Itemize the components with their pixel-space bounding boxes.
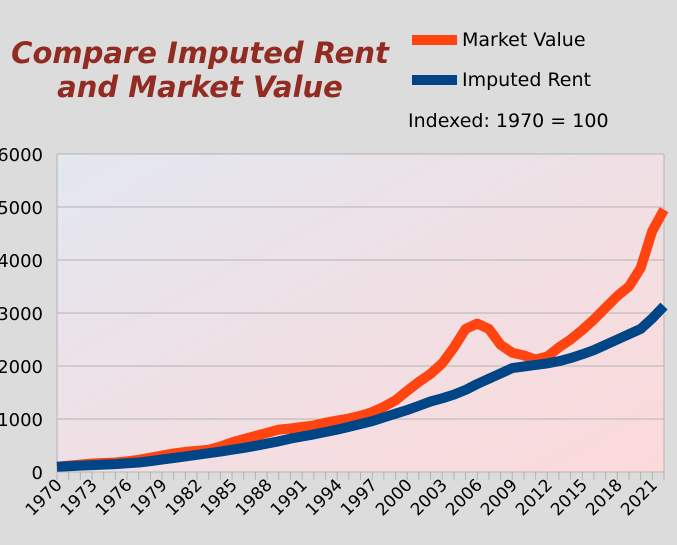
x-tick-label: 1991 (267, 475, 312, 520)
y-tick-label: 6000 (0, 145, 43, 166)
chart-title-line-2: and Market Value (57, 70, 343, 104)
y-tick-label: 5000 (0, 198, 43, 219)
x-tick-label: 2006 (442, 475, 487, 520)
x-tick-label: 2015 (547, 475, 592, 520)
chart-subtitle: Indexed: 1970 = 100 (408, 110, 609, 132)
series-line-imputed-rent (56, 302, 668, 472)
legend-label: Imputed Rent (462, 69, 591, 91)
x-tick-label: 1979 (127, 475, 172, 520)
x-tick-label: 1994 (302, 475, 347, 520)
x-tick-label: 2021 (617, 475, 662, 520)
x-tick-label: 2003 (407, 475, 452, 520)
y-tick-label: 3000 (0, 304, 43, 325)
y-tick-label: 4000 (0, 251, 43, 272)
legend-item-market-value: Market Value (412, 29, 586, 51)
y-tick-label: 2000 (0, 357, 43, 378)
chart-title-line-1: Compare Imputed Rent (11, 36, 389, 70)
x-tick-label: 2000 (372, 475, 417, 520)
x-tick-label: 1985 (197, 475, 242, 520)
x-tick-label: 1997 (337, 475, 382, 520)
x-tick-label: 2012 (512, 475, 557, 520)
legend-swatch (412, 35, 457, 45)
legend-label: Market Value (462, 29, 586, 51)
x-tick-label: 1970 (22, 475, 67, 520)
x-tick-label: 1973 (57, 475, 102, 520)
x-tick-label: 2009 (477, 475, 522, 520)
x-tick-label: 1982 (162, 475, 207, 520)
legend-swatch (412, 75, 457, 85)
legend-item-imputed-rent: Imputed Rent (412, 69, 591, 91)
y-tick-label: 0 (32, 463, 43, 484)
x-tick-label: 1988 (232, 475, 277, 520)
x-tick-label: 1976 (92, 475, 137, 520)
x-tick-label: 2018 (582, 475, 627, 520)
y-tick-label: 1000 (0, 410, 43, 431)
